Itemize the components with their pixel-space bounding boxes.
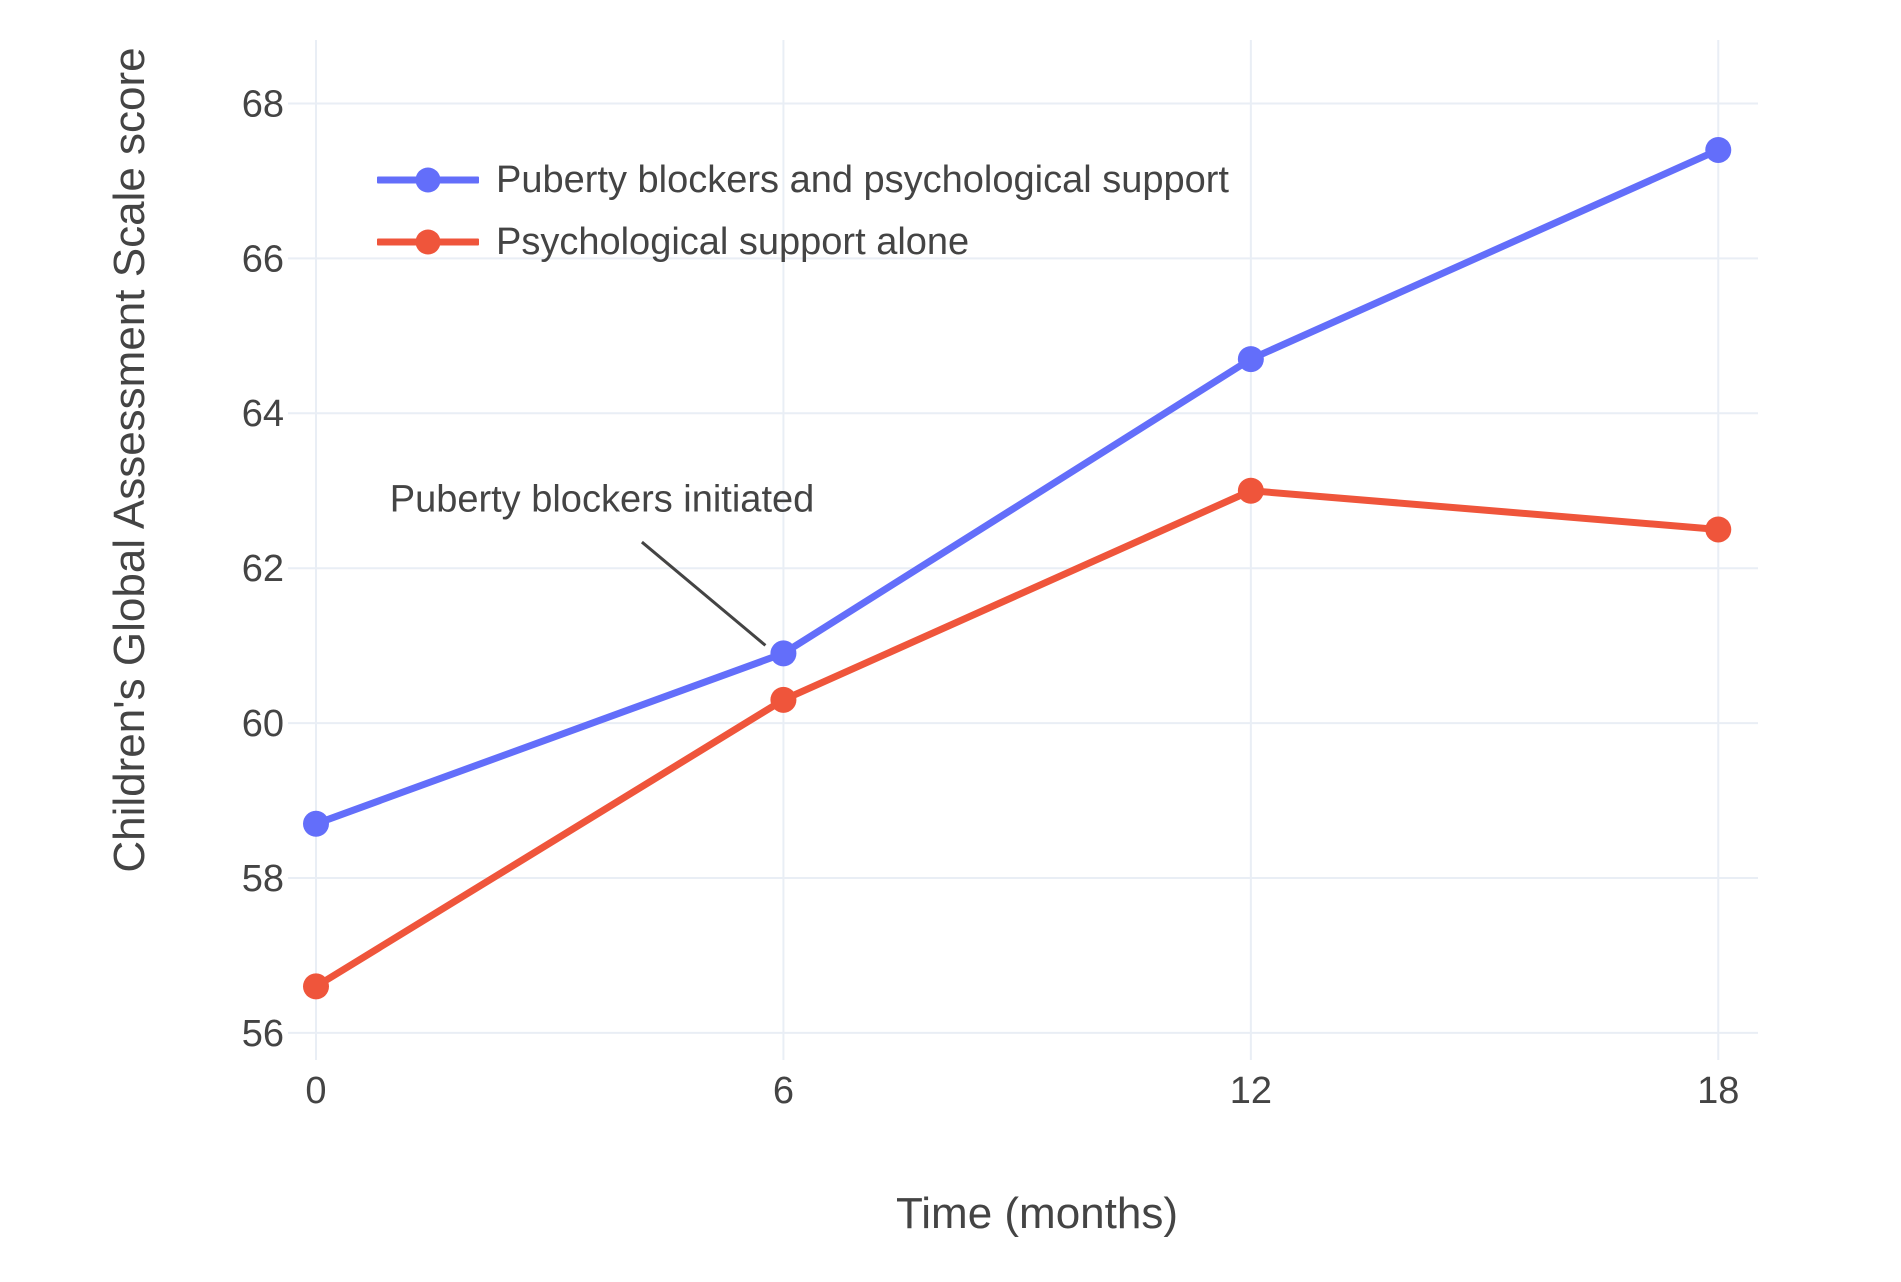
data-point-puberty-blockers-and-psychological-support[interactable] [303, 810, 329, 837]
data-point-psychological-support-alone[interactable] [770, 686, 797, 713]
legend-dot-swatch [415, 167, 441, 193]
y-tick-label: 68 [242, 83, 284, 125]
legend-label: Psychological support alone [496, 220, 970, 263]
data-point-psychological-support-alone[interactable] [1705, 516, 1732, 543]
y-tick-label: 62 [242, 548, 284, 590]
data-point-puberty-blockers-and-psychological-support[interactable] [1705, 136, 1732, 163]
y-tick-label: 56 [242, 1013, 284, 1055]
annotation-leader-line [640, 540, 767, 647]
data-point-puberty-blockers-and-psychological-support[interactable] [1237, 346, 1264, 373]
legend-line-dot-icon [377, 167, 479, 193]
x-tick-label: 18 [1697, 1070, 1739, 1112]
annotation-layer [640, 540, 767, 647]
annotation-text: Puberty blockers initiated [389, 478, 815, 521]
legend-line-dot-icon [377, 229, 479, 255]
x-tick-label: 0 [305, 1070, 326, 1112]
data-point-psychological-support-alone[interactable] [1237, 477, 1264, 504]
data-point-puberty-blockers-and-psychological-support[interactable] [770, 640, 797, 667]
legend-dot-swatch [415, 229, 441, 255]
y-tick-label: 58 [242, 858, 284, 900]
series-line-psychological-support-alone [314, 487, 1719, 990]
data-point-psychological-support-alone[interactable] [303, 973, 329, 1000]
y-axis-title: Children's Global Assessment Scale score [105, 47, 154, 873]
tick-label-layer: 0 6 12 18 56 58 60 62 64 66 68 [242, 83, 1740, 1111]
x-axis-title: Time (months) [896, 1189, 1178, 1238]
y-tick-label: 66 [242, 238, 284, 280]
grid-layer [288, 40, 1758, 1060]
y-tick-label: 64 [242, 393, 284, 435]
series-line-puberty-blockers-and-psychological-support [314, 146, 1720, 828]
legend-label: Puberty blockers and psychological suppo… [496, 158, 1229, 201]
y-tick-label: 60 [242, 703, 284, 745]
x-tick-label: 12 [1230, 1070, 1272, 1112]
legend-item-puberty-blockers-and-psychological-support[interactable]: Puberty blockers and psychological suppo… [377, 149, 1229, 211]
x-tick-label: 6 [773, 1070, 794, 1112]
legend-item-psychological-support-alone[interactable]: Psychological support alone [377, 211, 1229, 273]
series-layer [303, 136, 1732, 1000]
legend: Puberty blockers and psychological suppo… [377, 149, 1229, 273]
